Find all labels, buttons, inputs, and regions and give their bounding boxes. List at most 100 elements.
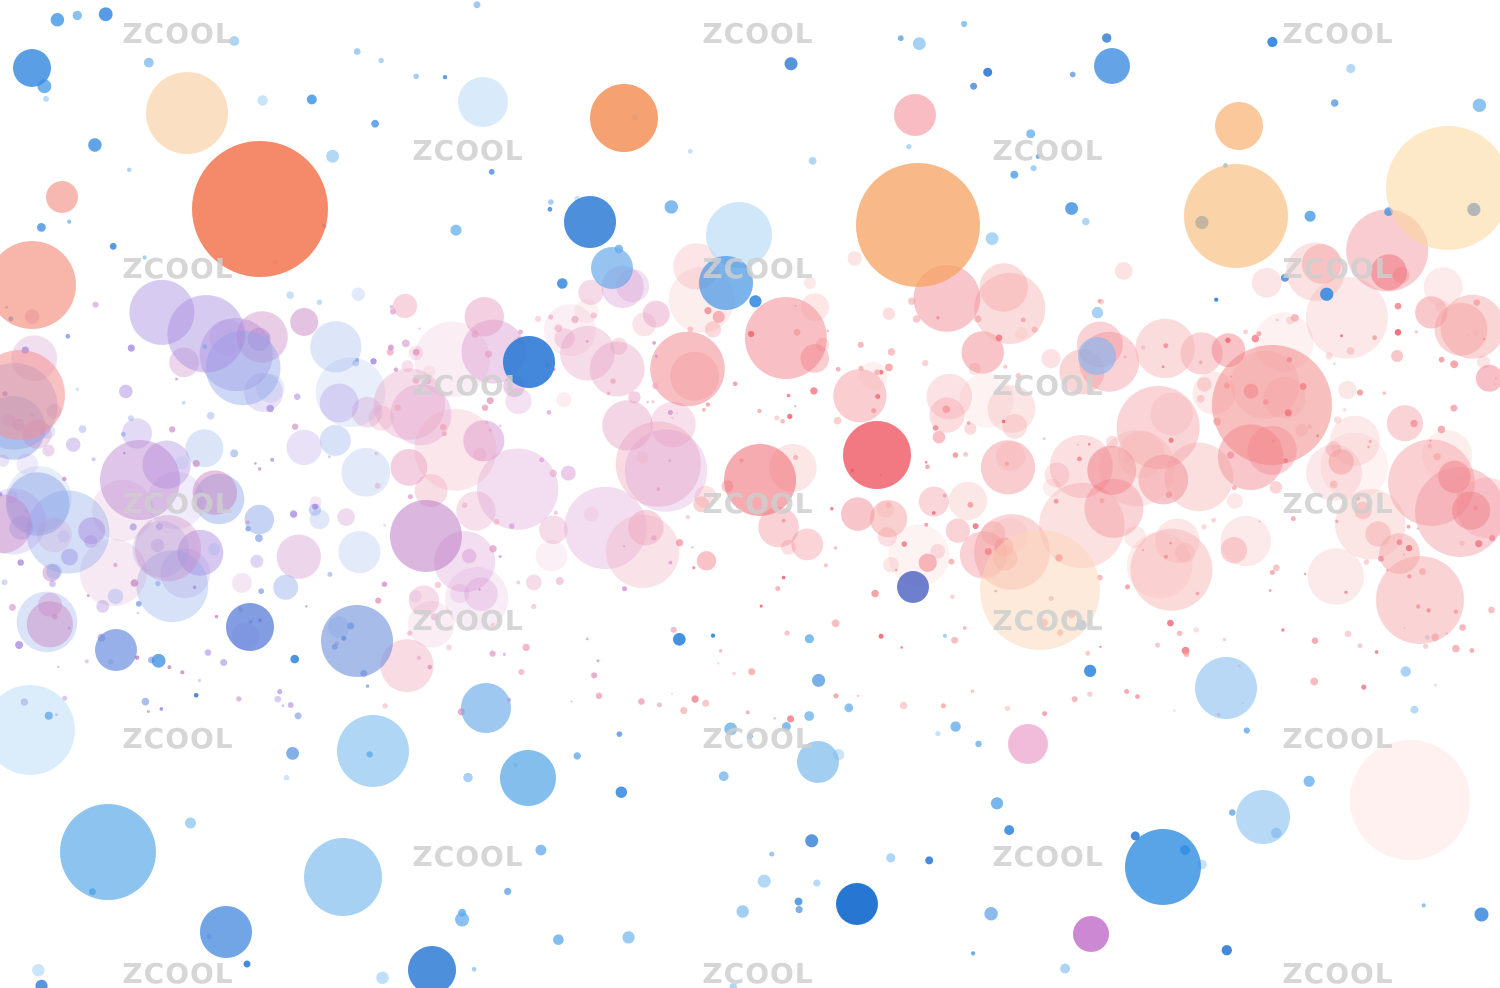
speckle <box>49 580 56 588</box>
speckle <box>489 650 496 657</box>
dot <box>72 10 83 21</box>
speckle <box>719 649 723 653</box>
speckle <box>192 460 200 468</box>
bubble <box>42 444 55 457</box>
bubble <box>142 440 191 489</box>
speckle <box>1450 360 1459 369</box>
speckle <box>908 297 916 305</box>
speckle <box>942 405 951 414</box>
speckle <box>23 509 28 514</box>
bubble <box>129 279 195 345</box>
bubble <box>414 321 490 398</box>
speckle <box>1155 642 1161 648</box>
speckle <box>490 622 496 628</box>
dot <box>193 693 199 698</box>
bubble <box>401 360 414 373</box>
bubble <box>628 509 664 546</box>
dot <box>1069 71 1076 78</box>
speckle <box>1361 684 1367 690</box>
bubble <box>351 287 365 301</box>
speckle <box>312 503 319 510</box>
speckle <box>412 348 420 356</box>
dot <box>1267 36 1278 48</box>
bubble <box>841 497 875 531</box>
speckle <box>781 518 786 523</box>
bubble <box>694 485 717 508</box>
speckle <box>52 613 58 620</box>
dot <box>67 219 72 224</box>
speckle <box>638 698 645 705</box>
speckle <box>92 301 99 308</box>
speckle <box>1405 544 1413 552</box>
speckle <box>687 326 694 333</box>
bubble <box>107 588 124 604</box>
speckle <box>951 636 959 644</box>
speckle <box>1303 572 1307 576</box>
dot <box>548 199 554 205</box>
bubble <box>119 384 133 399</box>
speckle <box>858 365 864 371</box>
dot <box>1065 202 1078 215</box>
dot <box>794 897 803 906</box>
dot <box>1243 727 1250 734</box>
bubble <box>929 397 965 433</box>
dot <box>769 851 775 857</box>
bubble <box>1044 462 1070 488</box>
bubble <box>132 520 190 578</box>
speckle <box>702 699 710 707</box>
bubble <box>0 454 10 467</box>
dot <box>795 906 803 914</box>
speckle <box>1243 329 1248 335</box>
speckle <box>732 671 736 676</box>
speckle <box>1377 555 1384 562</box>
speckle <box>894 568 898 572</box>
bubble <box>918 553 937 572</box>
bubble <box>236 311 288 363</box>
bubble <box>373 368 446 440</box>
speckle <box>1281 628 1285 632</box>
bubble <box>1335 489 1406 560</box>
bubble <box>1195 657 1257 719</box>
watermark: ZCOOL <box>1282 17 1393 50</box>
watermark: ZCOOL <box>992 840 1103 873</box>
bubble <box>578 279 604 305</box>
dot <box>935 731 941 737</box>
dot <box>142 255 147 260</box>
bubble <box>1220 515 1272 567</box>
bubble <box>1269 481 1283 494</box>
dot <box>573 752 581 760</box>
bubble <box>1215 102 1263 150</box>
speckle <box>1475 540 1483 548</box>
speckle <box>656 487 661 491</box>
speckle <box>236 696 242 702</box>
speckle <box>571 315 579 324</box>
speckle <box>489 545 497 553</box>
speckle <box>871 589 879 598</box>
speckle <box>75 387 79 391</box>
bubble <box>706 202 772 268</box>
dot <box>1035 154 1041 160</box>
dot <box>746 733 754 740</box>
speckle <box>418 327 421 330</box>
speckle <box>885 502 892 509</box>
speckle <box>383 523 386 527</box>
bubble <box>464 297 504 337</box>
speckle <box>386 348 394 356</box>
watermark: ZCOOL <box>122 17 233 50</box>
speckle <box>146 710 150 713</box>
speckle <box>1275 318 1279 322</box>
speckle <box>899 701 908 710</box>
speckle <box>1325 352 1333 360</box>
bubble <box>79 539 147 606</box>
bubble <box>1393 267 1410 284</box>
speckle <box>1087 442 1091 446</box>
bubble <box>338 531 381 574</box>
bubble <box>1236 790 1290 844</box>
bubble <box>591 247 633 289</box>
speckle <box>446 644 452 651</box>
bubble <box>693 496 710 513</box>
speckle <box>780 419 785 424</box>
watermark: ZCOOL <box>702 722 813 755</box>
speckle <box>1459 624 1466 631</box>
speckle <box>1335 519 1339 524</box>
